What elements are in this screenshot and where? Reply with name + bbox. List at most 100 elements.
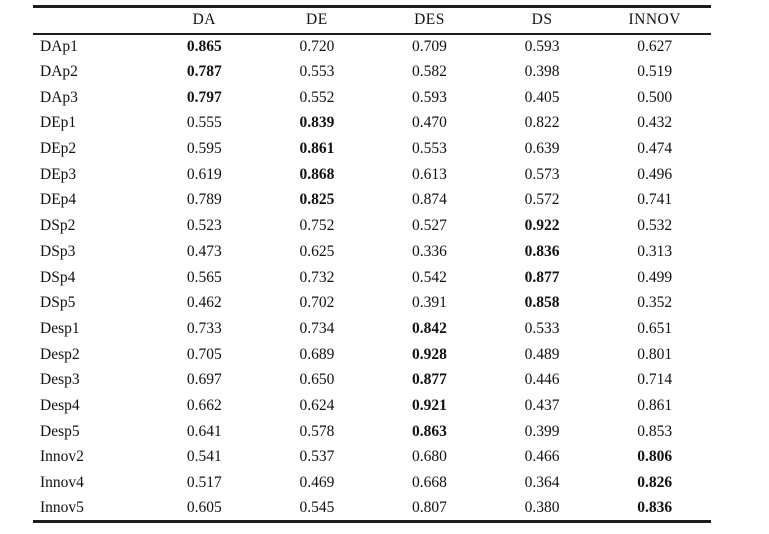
cell-value: 0.806 xyxy=(637,448,673,466)
table-row: Innov4 0.517 0.469 0.668 0.364 0.826 xyxy=(33,470,711,496)
table-row: DSp5 0.462 0.702 0.391 0.858 0.352 xyxy=(33,290,711,316)
cell-value: 0.627 xyxy=(637,37,673,55)
cell-value: 0.499 xyxy=(637,268,673,286)
table-row: DSp3 0.473 0.625 0.336 0.836 0.313 xyxy=(33,239,711,265)
table-row: Desp3 0.697 0.650 0.877 0.446 0.714 xyxy=(33,367,711,393)
cell-value: 0.496 xyxy=(637,165,673,183)
cell-value: 0.752 xyxy=(299,217,335,235)
row-label: DSp3 xyxy=(40,242,76,260)
column-header-de: DE xyxy=(260,6,374,35)
table-row: DAp2 0.787 0.553 0.582 0.398 0.519 xyxy=(33,59,711,85)
cell-value: 0.469 xyxy=(299,474,335,492)
column-header-des: DES xyxy=(373,6,486,35)
cell-value: 0.861 xyxy=(299,140,335,158)
cell-value: 0.861 xyxy=(637,396,673,414)
cell-value: 0.826 xyxy=(637,474,673,492)
cell-value: 0.446 xyxy=(524,371,560,389)
table-body: DAp1 0.865 0.720 0.709 0.593 0.627 DAp2 0.787 0.… xyxy=(33,34,711,522)
cell-value: 0.807 xyxy=(412,498,447,516)
row-label: DEp1 xyxy=(40,114,77,132)
cell-value: 0.517 xyxy=(186,474,222,492)
cell-value: 0.432 xyxy=(637,114,673,132)
row-label: Innov4 xyxy=(40,474,84,492)
cell-value: 0.789 xyxy=(186,191,222,209)
cell-value: 0.651 xyxy=(637,319,673,337)
cell-value: 0.797 xyxy=(186,88,222,106)
row-label: DSp2 xyxy=(40,217,76,235)
table-row: DEp1 0.555 0.839 0.470 0.822 0.432 xyxy=(33,111,711,137)
cell-value: 0.858 xyxy=(524,294,560,312)
table-row: DEp4 0.789 0.825 0.874 0.572 0.741 xyxy=(33,188,711,214)
cell-value: 0.836 xyxy=(637,498,673,516)
cell-value: 0.578 xyxy=(299,422,335,440)
row-label: Desp4 xyxy=(40,396,80,414)
cell-value: 0.582 xyxy=(412,63,447,81)
table-row: DSp2 0.523 0.752 0.527 0.922 0.532 xyxy=(33,213,711,239)
cell-value: 0.868 xyxy=(299,165,335,183)
row-label: DAp3 xyxy=(40,88,78,106)
cell-value: 0.863 xyxy=(412,422,447,440)
cross-loadings-table: DA DE DES DS INNOV DAp1 0.865 0.720 0.709 0.… xyxy=(33,5,711,524)
row-label: DEp4 xyxy=(40,191,77,209)
cell-value: 0.542 xyxy=(412,268,447,286)
cell-value: 0.593 xyxy=(524,37,560,55)
cell-value: 0.668 xyxy=(412,474,447,492)
table-row: DEp2 0.595 0.861 0.553 0.639 0.474 xyxy=(33,136,711,162)
cell-value: 0.336 xyxy=(412,242,447,260)
cross-loadings-table-container: DA DE DES DS INNOV DAp1 0.865 0.720 0.709 0.… xyxy=(33,5,711,524)
cell-value: 0.519 xyxy=(637,63,673,81)
cell-value: 0.595 xyxy=(186,140,222,158)
cell-value: 0.474 xyxy=(637,140,673,158)
column-header-ds: DS xyxy=(485,6,599,35)
cell-value: 0.877 xyxy=(524,268,560,286)
cell-value: 0.624 xyxy=(299,396,335,414)
cell-value: 0.553 xyxy=(412,140,447,158)
cell-value: 0.801 xyxy=(637,345,673,363)
cell-value: 0.572 xyxy=(524,191,560,209)
table-row: DEp3 0.619 0.868 0.613 0.573 0.496 xyxy=(33,162,711,188)
row-label: Desp3 xyxy=(40,371,80,389)
cell-value: 0.527 xyxy=(412,217,447,235)
cell-value: 0.874 xyxy=(412,191,447,209)
cell-value: 0.489 xyxy=(524,345,560,363)
cell-value: 0.853 xyxy=(637,422,673,440)
table-row: Desp2 0.705 0.689 0.928 0.489 0.801 xyxy=(33,342,711,368)
cell-value: 0.541 xyxy=(186,448,222,466)
cell-value: 0.399 xyxy=(524,422,560,440)
cell-value: 0.928 xyxy=(412,345,447,363)
row-label: Desp2 xyxy=(40,345,80,363)
cell-value: 0.787 xyxy=(186,63,222,81)
row-label: Innov5 xyxy=(40,498,84,516)
cell-value: 0.537 xyxy=(299,448,335,466)
table-row: DAp1 0.865 0.720 0.709 0.593 0.627 xyxy=(33,34,711,60)
cell-value: 0.921 xyxy=(412,396,447,414)
cell-value: 0.364 xyxy=(524,474,560,492)
cell-value: 0.720 xyxy=(299,37,335,55)
cell-value: 0.639 xyxy=(524,140,560,158)
table-row: Desp1 0.733 0.734 0.842 0.533 0.651 xyxy=(33,316,711,342)
cell-value: 0.839 xyxy=(299,114,335,132)
cell-value: 0.613 xyxy=(412,165,447,183)
cell-value: 0.733 xyxy=(186,319,222,337)
cell-value: 0.702 xyxy=(299,294,335,312)
cell-value: 0.714 xyxy=(637,371,673,389)
cell-value: 0.619 xyxy=(186,165,222,183)
cell-value: 0.689 xyxy=(299,345,335,363)
cell-value: 0.555 xyxy=(186,114,222,132)
cell-value: 0.709 xyxy=(412,37,447,55)
cell-value: 0.625 xyxy=(299,242,335,260)
cell-value: 0.662 xyxy=(186,396,222,414)
cell-value: 0.732 xyxy=(299,268,335,286)
cell-value: 0.641 xyxy=(186,422,222,440)
table-row: DAp3 0.797 0.552 0.593 0.405 0.500 xyxy=(33,85,711,111)
table-row: Desp5 0.641 0.578 0.863 0.399 0.853 xyxy=(33,419,711,445)
cell-value: 0.593 xyxy=(412,88,447,106)
cell-value: 0.705 xyxy=(186,345,222,363)
cell-value: 0.865 xyxy=(186,37,222,55)
column-header-da: DA xyxy=(148,6,261,35)
row-label: Desp5 xyxy=(40,422,80,440)
table-row: DSp4 0.565 0.732 0.542 0.877 0.499 xyxy=(33,265,711,291)
cell-value: 0.605 xyxy=(186,498,222,516)
cell-value: 0.922 xyxy=(524,217,560,235)
cell-value: 0.398 xyxy=(524,63,560,81)
